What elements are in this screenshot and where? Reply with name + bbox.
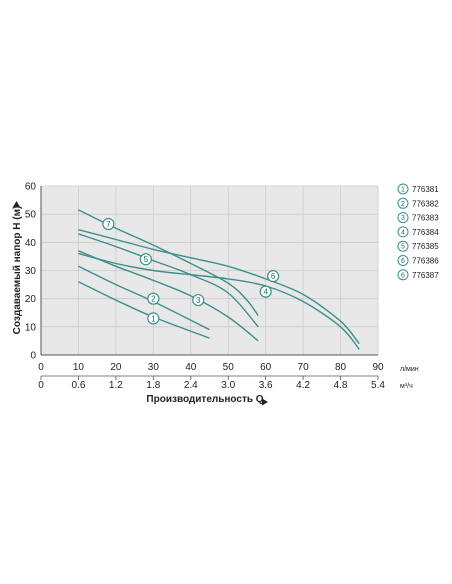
- series-4-marker-circle: [259, 285, 272, 298]
- y-tick-label: 0: [30, 351, 36, 362]
- legend-entry-number: 6: [401, 258, 405, 265]
- y-tick-label: 40: [25, 238, 37, 249]
- x2-unit-label: м³/ч: [400, 383, 413, 390]
- x-tick-label: 80: [335, 362, 347, 373]
- legend-entry: 2 776382: [397, 197, 439, 209]
- x-tick-label: 40: [185, 362, 197, 373]
- legend-entry-number: 6: [401, 272, 405, 279]
- y-tick-label: 20: [25, 294, 37, 305]
- series-7-marker-label: 7: [106, 220, 111, 229]
- x2-tick-label: 1.8: [146, 380, 160, 391]
- legend-entry-marker: [397, 226, 409, 238]
- legend-entry-label: 776386: [412, 257, 439, 266]
- series-3-marker-circle: [192, 293, 205, 307]
- legend-entry-number: 1: [401, 187, 405, 194]
- series-4-line: [78, 252, 360, 350]
- legend-entry-label: 776383: [412, 214, 439, 223]
- legend-entry-label: 776385: [412, 242, 439, 251]
- series-3-marker-label: 3: [196, 296, 201, 305]
- x-tick-label: 20: [110, 362, 122, 373]
- series-6-marker: 6: [267, 270, 280, 283]
- series-6-marker-label: 6: [271, 272, 276, 281]
- series-2-line: [78, 265, 210, 331]
- x-tick-label: 10: [73, 362, 85, 373]
- x-tick-label: 30: [148, 362, 160, 373]
- x-tick-label: 70: [298, 362, 310, 373]
- x-tick-label: 60: [260, 362, 272, 373]
- y-tick-label: 50: [25, 210, 37, 221]
- x2-tick-label: 4.2: [296, 380, 310, 391]
- legend-entry: 6 776387: [397, 269, 439, 281]
- y-tick-label: 30: [25, 266, 37, 277]
- series-6-marker-circle: [267, 270, 280, 283]
- series-1-line: [78, 281, 210, 339]
- x2-tick-label: 1.2: [109, 380, 123, 391]
- series-4-marker: 4: [259, 285, 272, 298]
- legend: 1 776381 2 776382 3 776383 4 776384 5 776385 6 7763…: [397, 183, 439, 281]
- x-tick-label: 0: [38, 362, 44, 373]
- series-7-marker: 7: [102, 217, 115, 231]
- x2-tick-label: 3.0: [221, 380, 235, 391]
- x2-tick-label: 5.4: [371, 380, 385, 391]
- legend-entry-marker: [397, 269, 409, 281]
- y-axis-title: Создаваемый напор H (м): [12, 201, 23, 334]
- legend-entry-label: 776381: [412, 185, 439, 194]
- legend-entry: 4 776384: [397, 226, 439, 238]
- x2-tick-label: 0: [38, 380, 44, 391]
- x-tick-label: 50: [223, 362, 235, 373]
- legend-entry: 5 776385: [397, 240, 439, 252]
- legend-entry-label: 776384: [412, 228, 439, 237]
- series-3-line: [78, 250, 259, 342]
- y-axis-arrow-icon: [13, 201, 20, 207]
- x2-tick-label: 0.6: [71, 380, 85, 391]
- series-1-marker: 1: [147, 312, 160, 325]
- y-axis-title-text: Создаваемый напор H (м): [12, 206, 23, 335]
- series-1-marker-label: 1: [151, 314, 156, 323]
- legend-entry-number: 3: [401, 215, 405, 222]
- x-axis-title-text: Производительность Q: [146, 394, 263, 405]
- x2-tick-label: 4.8: [334, 380, 348, 391]
- legend-entry-number: 4: [401, 229, 405, 236]
- x2-tick-label: 2.4: [184, 380, 198, 391]
- x-axis-title: Производительность Q: [146, 394, 268, 406]
- legend-entry-label: 776387: [412, 271, 439, 280]
- x-unit-label: л/мин: [400, 366, 419, 373]
- legend-entry-number: 2: [401, 201, 405, 208]
- x2-tick-label: 3.6: [259, 380, 273, 391]
- series-5-marker: 5: [139, 253, 152, 266]
- series-2-marker-circle: [147, 292, 160, 305]
- legend-entry: 6 776386: [397, 255, 439, 266]
- series-7-line: [78, 209, 259, 317]
- series-4-marker-label: 4: [263, 288, 268, 297]
- y-tick-label: 10: [25, 322, 37, 333]
- series-6-line: [78, 229, 360, 345]
- legend-entry-marker: [397, 183, 409, 195]
- series-5-marker-label: 5: [144, 255, 149, 264]
- y-tick-label: 60: [25, 182, 37, 193]
- legend-entry-label: 776382: [412, 199, 439, 208]
- series-5-marker-circle: [139, 253, 152, 266]
- series-7-marker-circle: [102, 217, 115, 231]
- legend-entry: 3 776383: [397, 212, 439, 224]
- legend-entry-marker: [397, 255, 409, 266]
- series-5-line: [78, 233, 259, 328]
- series-2-marker-label: 2: [151, 295, 156, 304]
- x-axis-arrow-icon: [262, 398, 268, 406]
- legend-entry: 1 776381: [397, 183, 439, 195]
- series-1-marker-circle: [147, 312, 160, 325]
- series-3-marker: 3: [192, 293, 205, 307]
- series-2-marker: 2: [147, 292, 160, 305]
- legend-entry-marker: [397, 240, 409, 252]
- legend-entry-marker: [397, 197, 409, 209]
- legend-entry-marker: [397, 212, 409, 224]
- x-tick-label: 90: [372, 362, 384, 373]
- legend-entry-number: 5: [401, 244, 405, 251]
